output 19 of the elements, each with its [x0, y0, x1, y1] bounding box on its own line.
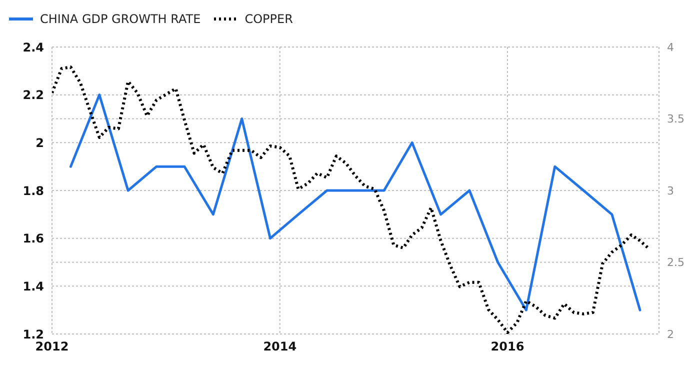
y-tick-label: 1.6	[22, 232, 44, 246]
y2-tick-label: 2	[667, 328, 674, 341]
y-tick-label: 2	[36, 136, 44, 150]
y2-tick-label: 3	[667, 184, 674, 198]
x-tick-label: 2014	[263, 340, 297, 354]
legend-label: COPPER	[244, 12, 293, 26]
x-tick-label: 2012	[35, 340, 69, 354]
x-tick-label: 2016	[490, 340, 524, 354]
y2-tick-label: 3.5	[667, 112, 684, 126]
line-series	[69, 94, 642, 312]
y-tick-label: 2.4	[22, 40, 44, 54]
y-tick-label: 1.4	[22, 279, 44, 294]
y2-tick-label: 2.5	[667, 256, 684, 270]
y-tick-label: 1.8	[22, 184, 44, 198]
line-series	[52, 66, 652, 334]
y-tick-label: 2.2	[22, 88, 44, 102]
y2-tick-label: 4	[667, 40, 674, 54]
legend-label: CHINA GDP GROWTH RATE	[40, 12, 201, 26]
y-tick-label: 1.2	[22, 327, 44, 342]
